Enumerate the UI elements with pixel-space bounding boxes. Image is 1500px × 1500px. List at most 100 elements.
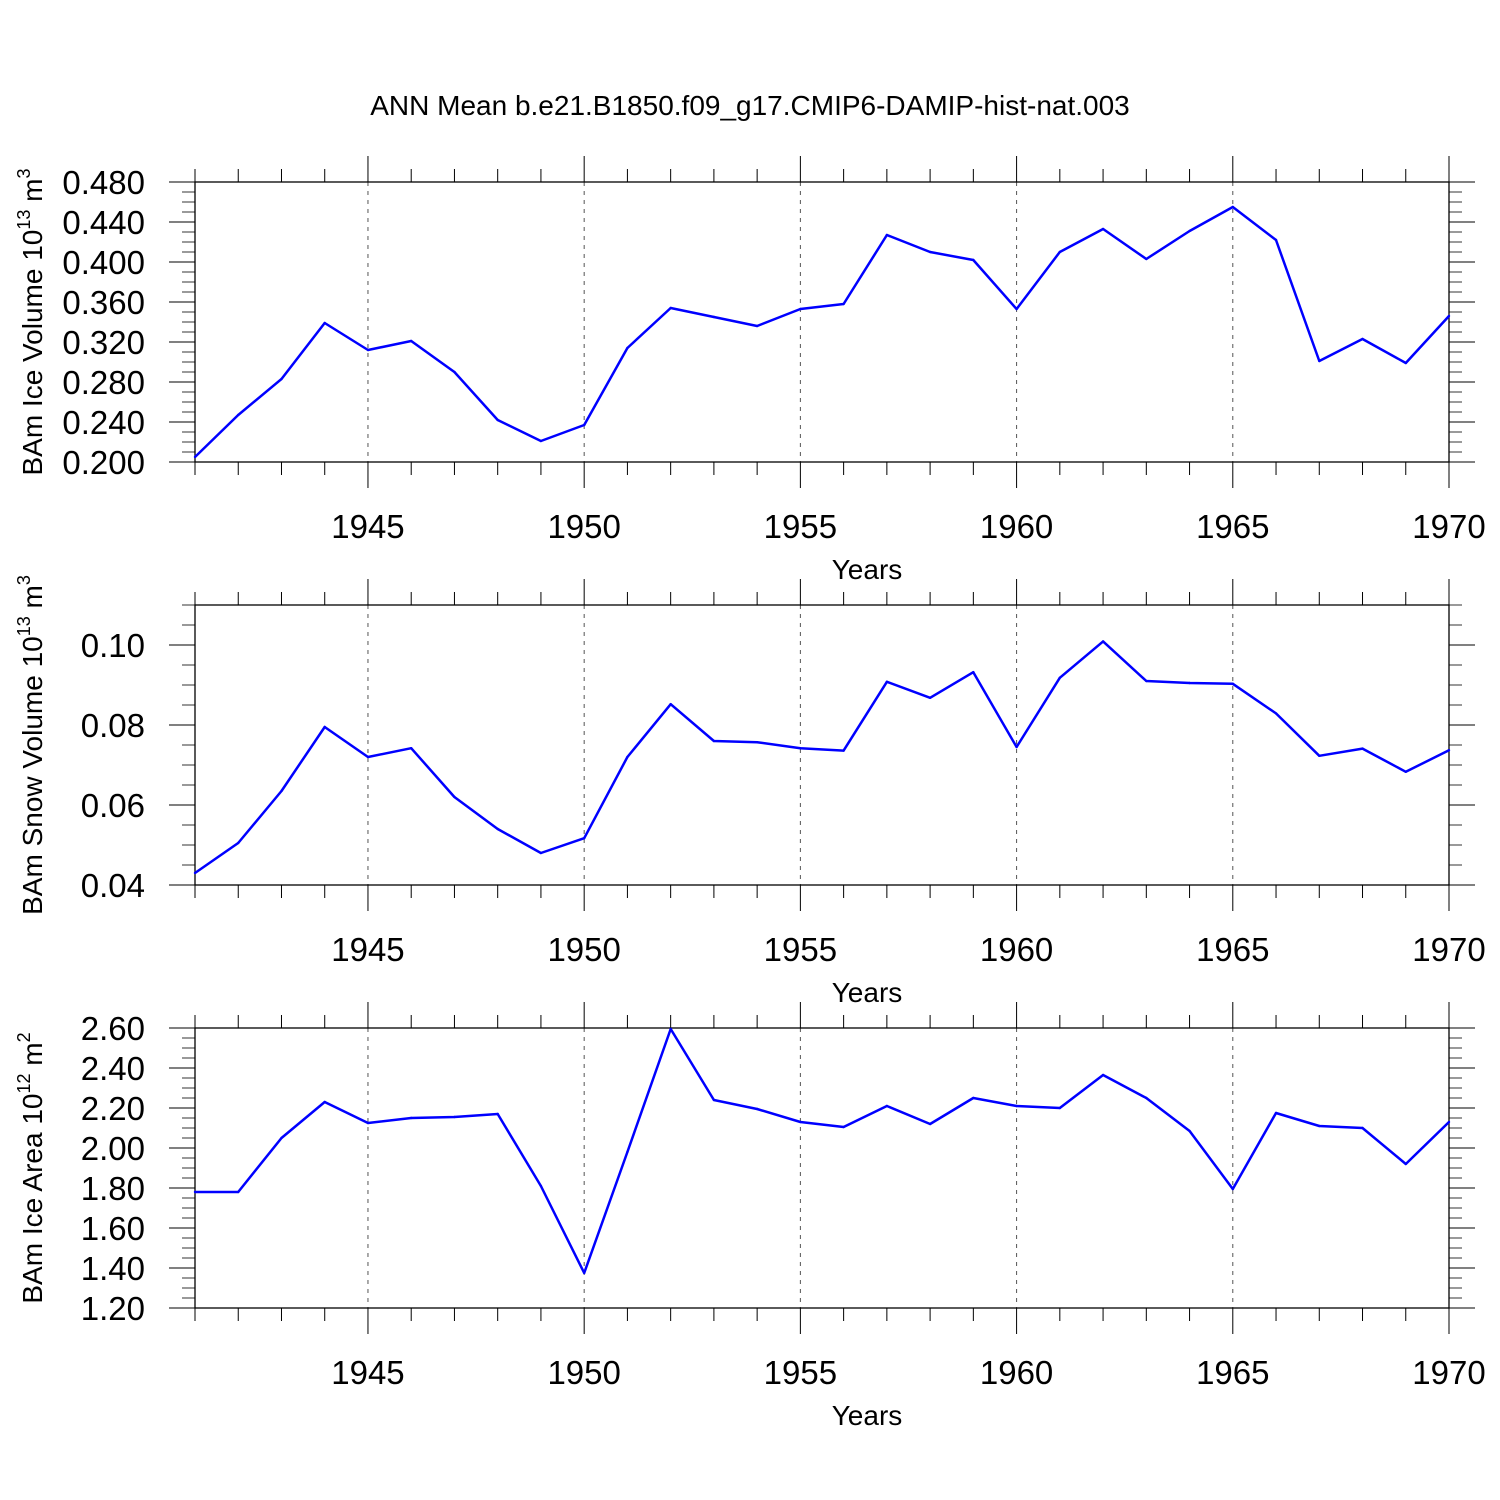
data-point: [1404, 1162, 1407, 1166]
y-axis-label-text: BAm Snow Volume 10: [17, 636, 48, 915]
data-point: [755, 324, 759, 328]
data-point: [1145, 1096, 1148, 1100]
data-point: [193, 871, 197, 875]
data-point: [1447, 1120, 1451, 1124]
data-point: [582, 423, 586, 427]
data-point: [1058, 250, 1062, 254]
data-point: [496, 1112, 499, 1116]
data-point: [280, 789, 283, 793]
x-axis-label: Years: [832, 977, 903, 1008]
x-tick-label: 1950: [547, 931, 620, 968]
data-point: [842, 749, 845, 752]
data-point: [669, 703, 672, 706]
data-point: [1058, 1106, 1062, 1110]
data-point: [366, 755, 370, 759]
data-point: [1447, 749, 1451, 752]
data-point: [1447, 314, 1451, 318]
data-point: [1188, 681, 1191, 685]
x-tick-label: 1945: [331, 931, 404, 968]
data-point: [712, 739, 716, 743]
data-point: [323, 1100, 326, 1104]
data-point: [280, 377, 283, 381]
data-point: [582, 837, 586, 840]
y-axis-label-unit: m: [17, 178, 48, 209]
data-point: [712, 1098, 716, 1102]
data-point: [1318, 1124, 1321, 1128]
data-point: [1361, 1126, 1364, 1130]
data-point: [1231, 205, 1234, 209]
data-point: [1361, 337, 1364, 341]
plot-frame: [194, 1027, 1450, 1309]
plot-frame: [194, 181, 1450, 463]
y-axis-label: BAm Snow Volume 1013 m3: [14, 575, 48, 915]
data-point: [496, 418, 499, 422]
data-point: [1274, 1111, 1278, 1115]
data-point: [626, 1150, 629, 1154]
data-point: [885, 1104, 889, 1108]
data-point: [539, 851, 543, 855]
y-tick-label: 2.00: [81, 1130, 145, 1167]
y-axis-label-unit-exponent: 3: [14, 168, 34, 178]
data-point: [1015, 745, 1018, 749]
data-point: [193, 455, 197, 459]
x-tick-label: 1955: [764, 1354, 837, 1391]
data-point: [799, 307, 802, 311]
x-tick-label: 1970: [1412, 1354, 1485, 1391]
y-tick-label: 0.360: [62, 284, 145, 321]
data-point: [1015, 1104, 1018, 1108]
data-point: [410, 339, 413, 343]
page-title: ANN Mean b.e21.B1850.f09_g17.CMIP6-DAMIP…: [370, 90, 1130, 121]
data-point: [237, 841, 240, 845]
series-line-1: [194, 205, 1450, 458]
data-point: [1404, 361, 1407, 365]
x-tick-label: 1960: [980, 931, 1053, 968]
data-point: [539, 1184, 543, 1188]
data-point: [885, 680, 889, 683]
data-point: [237, 1190, 240, 1194]
x-axis-label: Years: [832, 554, 903, 585]
data-point: [366, 348, 370, 352]
data-point: [1101, 640, 1105, 643]
x-tick-label: 1955: [764, 508, 837, 545]
data-point: [410, 747, 413, 750]
y-axis-label-exponent: 13: [14, 210, 34, 230]
data-point: [799, 747, 802, 750]
data-point: [453, 795, 456, 799]
data-point: [1188, 229, 1191, 233]
y-axis-label-unit-exponent: 3: [14, 575, 34, 585]
y-tick-label: 0.280: [62, 364, 145, 401]
data-point: [972, 1096, 975, 1100]
data-point: [928, 250, 932, 254]
x-tick-label: 1965: [1196, 508, 1269, 545]
y-axis-label: BAm Ice Volume 1013 m3: [14, 168, 48, 475]
chart-panel-2: 0.04 0.06 0.08 0.10 1945 1950 1955 1960 1965 1970…: [14, 575, 1486, 1008]
y-tick-label: 0.08: [81, 707, 145, 744]
x-tick-label: 1950: [547, 1354, 620, 1391]
y-tick-label: 0.440: [62, 204, 145, 241]
data-point: [712, 315, 716, 319]
data-point: [972, 258, 975, 262]
data-point: [1318, 359, 1321, 363]
y-tick-label: 0.240: [62, 404, 145, 441]
y-tick-label: 2.40: [81, 1050, 145, 1087]
data-point: [626, 755, 629, 759]
y-tick-label: 2.60: [81, 1010, 145, 1047]
data-point: [410, 1116, 413, 1120]
y-axis-label-unit: m: [17, 1042, 48, 1073]
data-point: [799, 1120, 802, 1124]
y-axis-label-exponent: 13: [14, 616, 34, 636]
data-point: [1188, 1129, 1191, 1133]
y-tick-label: 0.10: [81, 627, 145, 664]
data-point: [496, 827, 499, 831]
x-tick-label: 1960: [980, 508, 1053, 545]
data-point: [323, 321, 326, 325]
y-tick-label: 1.20: [81, 1290, 145, 1327]
x-tick-label: 1945: [331, 1354, 404, 1391]
y-tick-label: 2.20: [81, 1090, 145, 1127]
y-tick-label: 0.400: [62, 244, 145, 281]
y-tick-label: 0.04: [81, 867, 145, 904]
y-tick-label: 0.06: [81, 787, 145, 824]
data-point: [1404, 770, 1407, 773]
x-tick-label: 1950: [547, 508, 620, 545]
